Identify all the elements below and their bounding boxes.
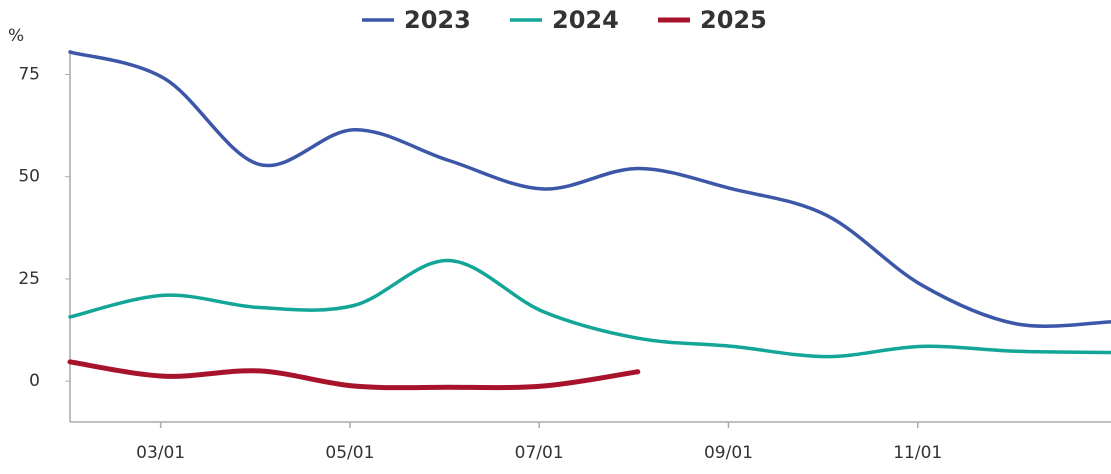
series-line bbox=[68, 50, 1111, 328]
x-tick-label: 09/01 bbox=[704, 443, 753, 463]
series-line bbox=[67, 359, 641, 391]
x-tick-label: 07/01 bbox=[515, 443, 564, 463]
x-tick-label: 05/01 bbox=[325, 443, 374, 463]
x-tick-label: 03/01 bbox=[136, 443, 185, 463]
legend-label: 2023 bbox=[404, 6, 471, 34]
x-tick-label: 11/01 bbox=[893, 443, 942, 463]
legend-label: 2025 bbox=[700, 6, 767, 34]
y-axis-label: % bbox=[8, 26, 24, 46]
y-tick-label: 25 bbox=[18, 269, 40, 289]
legend: 2023 2024 2025 bbox=[362, 6, 767, 34]
y-tick-label: 50 bbox=[18, 167, 40, 187]
series-line bbox=[68, 258, 1111, 359]
y-tick-label: 0 bbox=[29, 371, 40, 391]
y-tick-label: 75 bbox=[18, 65, 40, 85]
legend-label: 2024 bbox=[552, 6, 619, 34]
